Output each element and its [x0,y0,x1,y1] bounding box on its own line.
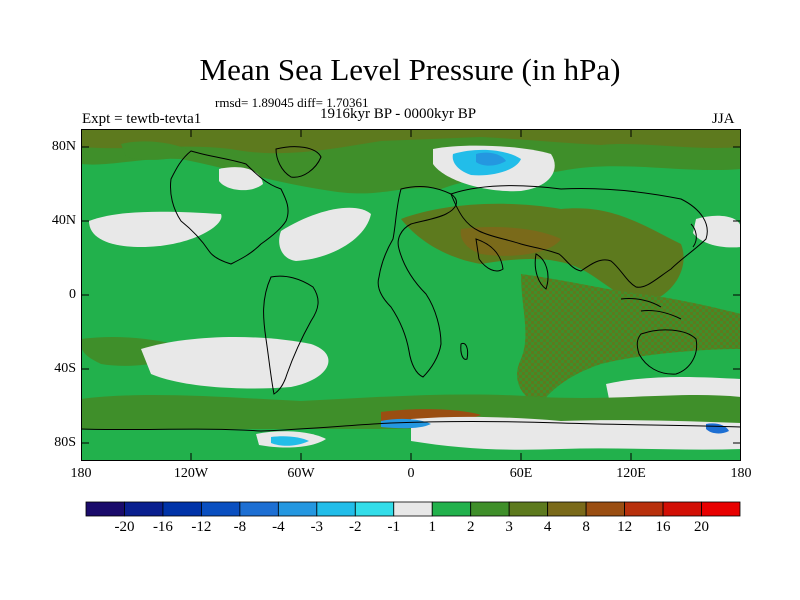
map-ticks [81,129,741,461]
lat-label-80n: 80N [51,139,76,154]
pressure-difference-map [81,129,741,461]
colorbar-label: 2 [466,519,475,535]
colorbar-box [393,501,433,517]
lon-label-180e: 180 [730,466,752,481]
colorbar-box [316,501,356,517]
colorbar-label: -20 [114,519,135,535]
period-label: 1916kyr BP - 0000kyr BP [320,106,477,122]
colorbar-label: -1 [387,519,401,535]
colorbar-box [85,501,125,517]
colorbar-box [201,501,241,517]
lat-label-40s: 40S [54,361,76,376]
colorbar-box [585,501,625,517]
lat-label-80s: 80S [54,435,76,450]
indian-ocean-positive [517,274,741,404]
colorbar-box [162,501,202,517]
season-label: JJA [712,111,735,127]
colorbar-label: -8 [233,519,247,535]
ross-sea-cyan [271,436,309,446]
lon-label-120w: 120W [173,466,209,481]
coastlines [81,146,741,432]
n-atlantic-low [279,207,371,261]
s-pacific-low [141,337,329,389]
siberia-patch [121,141,191,160]
colorbar-label: 3 [505,519,513,535]
greenland-low [219,167,263,191]
colorbar-box [277,501,318,517]
lon-label-60w: 60W [287,466,315,481]
colorbar-box [624,501,664,517]
rmsd-diff-stats: rmsd= 1.89045 diff= 1.70361 [215,95,369,110]
lon-label-60e: 60E [509,466,533,481]
colorbar-label: 16 [655,519,671,535]
arctic-band-dark [81,129,741,154]
colorbar-box [239,501,279,517]
colorbar-box [354,501,395,517]
arctic-blue [476,152,506,166]
colorbar-box [547,501,587,517]
lon-label-120e: 120E [616,466,646,481]
colorbar-box [701,501,741,517]
lat-label-40n: 40N [51,213,76,228]
map-title: Mean Sea Level Pressure (in hPa) [199,52,621,87]
colorbar-label: 20 [694,519,710,535]
lon-label-0: 0 [407,466,415,481]
weddell-blue [381,418,431,429]
colorbar-label: 12 [617,519,633,535]
colorbar-box [124,501,164,517]
colorbar-label: -3 [310,519,324,535]
colorbar-label: 4 [543,519,552,535]
colorbar-label: -4 [272,519,285,535]
n-pacific-low [89,211,222,247]
colorbar-label: -2 [349,519,362,535]
colorbar-box [431,501,472,517]
experiment-label: Expt = tewtb-tevta1 [82,111,202,127]
colorbar-box [470,501,510,517]
lon-label-180w: 180 [70,466,92,481]
lat-label-0: 0 [69,287,76,302]
colorbar-box [508,501,549,517]
colorbar-box [662,501,702,517]
colorbar-label: 8 [582,519,590,535]
colorbar-label: 1 [428,519,436,535]
colorbar-label: -16 [152,519,173,535]
colorbar-label: -12 [191,519,212,535]
